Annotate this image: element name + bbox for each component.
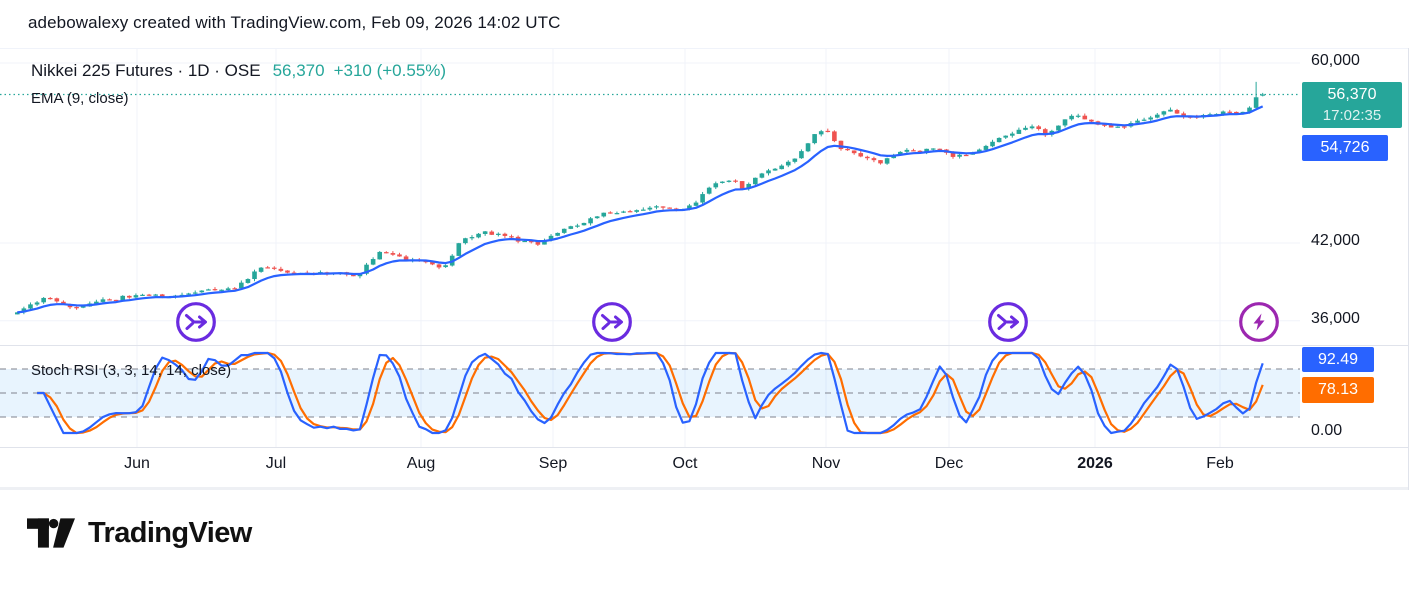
last-price-value: 56,370 — [272, 61, 325, 80]
contract-switch-marker-icon[interactable] — [592, 302, 632, 342]
flash-marker-icon[interactable] — [1239, 302, 1279, 342]
time-axis-separator — [0, 447, 1408, 448]
last-price-badge-value: 56,370 — [1327, 86, 1377, 103]
chart-right-border — [1408, 48, 1409, 490]
pane-separator[interactable] — [0, 345, 1408, 346]
contract-switch-marker-icon[interactable] — [988, 302, 1028, 342]
time-axis-label: 2026 — [1077, 455, 1113, 472]
price-tick-42000: 42,000 — [1311, 232, 1360, 249]
time-axis-label: Dec — [934, 455, 964, 472]
attribution-header: adebowalexy created with TradingView.com… — [28, 13, 561, 32]
time-axis-label: Sep — [538, 455, 568, 472]
price-tick-60000: 60,000 — [1311, 52, 1360, 69]
ema-value-badge: 54,726 — [1302, 135, 1388, 161]
symbol-title[interactable]: Nikkei 225 Futures · 1D · OSE — [31, 61, 261, 80]
chart-top-border — [0, 48, 1408, 49]
stoch-tick-zero: 0.00 — [1311, 422, 1343, 439]
stoch-k-badge: 92.49 — [1302, 347, 1374, 372]
time-axis-label: Nov — [811, 455, 841, 472]
price-tick-36000: 36,000 — [1311, 310, 1360, 327]
symbol-legend: Nikkei 225 Futures · 1D · OSE 56,370 +310 … — [31, 61, 446, 81]
time-axis-label: Oct — [672, 455, 698, 472]
time-axis-label: Aug — [406, 455, 436, 472]
stoch-d-badge: 78.13 — [1302, 377, 1374, 403]
ema-line — [17, 105, 1264, 314]
last-price-badge: 56,370 17:02:35 — [1302, 82, 1402, 128]
tradingview-logo-icon — [27, 518, 75, 548]
stoch-rsi-study-legend[interactable]: Stoch RSI (3, 3, 14, 14, close) — [31, 362, 232, 379]
time-axis-label: Jul — [265, 455, 287, 472]
tradingview-logo[interactable]: TradingView — [27, 516, 252, 550]
time-axis-label: Jun — [124, 455, 150, 472]
time-scale[interactable]: Jun Jul Aug Sep Oct Nov Dec 2026 Feb — [0, 455, 1408, 479]
candles — [14, 81, 1266, 315]
chart-bottom-border — [0, 487, 1408, 490]
time-axis-label: Feb — [1206, 455, 1234, 472]
stoch-k-line — [37, 351, 1264, 435]
bar-countdown: 17:02:35 — [1322, 107, 1382, 124]
ema-study-legend[interactable]: EMA (9, close) — [31, 90, 129, 107]
contract-switch-marker-icon[interactable] — [176, 302, 216, 342]
price-change-value: +310 (+0.55%) — [333, 61, 447, 80]
tradingview-logo-text: TradingView — [88, 516, 252, 549]
